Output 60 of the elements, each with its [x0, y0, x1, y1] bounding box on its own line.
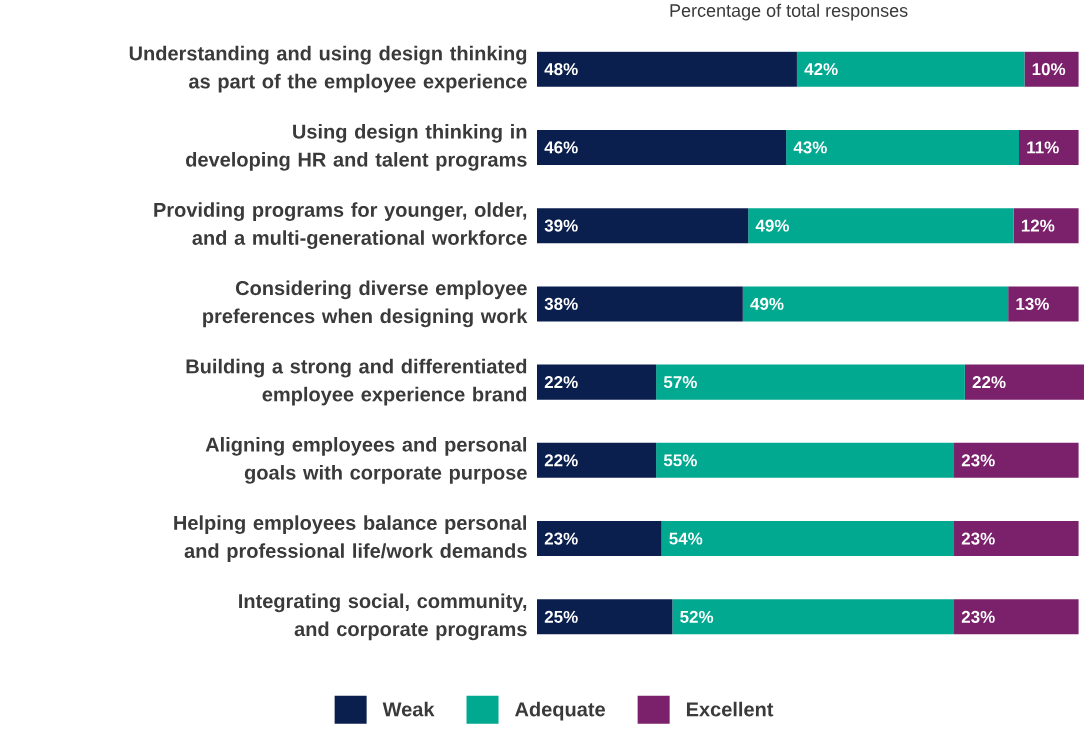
data-label: 57% — [663, 376, 697, 389]
data-label: 46% — [544, 141, 578, 154]
bar — [742, 286, 1009, 322]
data-label: 22% — [544, 454, 578, 467]
bar — [656, 364, 965, 400]
legend-label: Excellent — [686, 701, 774, 717]
bar — [661, 521, 955, 557]
data-label: 13% — [1016, 297, 1049, 310]
bar — [748, 208, 1014, 244]
y-tick-label: Integrating social, community, and corporate programs — [239, 593, 527, 641]
bar — [537, 521, 662, 557]
data-label: 23% — [961, 454, 995, 467]
data-label: 11% — [1027, 141, 1059, 154]
data-label: 43% — [793, 141, 827, 154]
data-label: 22% — [544, 376, 578, 389]
data-label: 10% — [1032, 63, 1066, 76]
legend-label: Weak — [382, 701, 435, 717]
bar — [1008, 286, 1079, 322]
y-tick-label: Helping employees balance personal and professional life/work demands — [174, 515, 527, 562]
bar — [537, 599, 673, 635]
data-label: 25% — [544, 610, 578, 623]
bar — [537, 364, 657, 400]
data-label: 23% — [544, 532, 578, 545]
data-label: 48% — [544, 63, 578, 76]
data-label: 42% — [804, 63, 838, 76]
bar — [537, 286, 743, 322]
y-tick-label: Providing programs for younger, older, and a multi-generational workforce — [154, 202, 527, 249]
bar — [954, 521, 1079, 557]
data-label: 52% — [680, 610, 714, 623]
y-tick-label: Aligning employees and personal goals with corporate purpose — [205, 437, 527, 484]
bar — [964, 364, 1084, 400]
bar — [537, 208, 749, 244]
y-tick-label: Considering diverse employee preferences when designing work — [203, 280, 528, 328]
bar — [656, 442, 955, 478]
bar — [954, 599, 1079, 635]
y-tick-label: Understanding and using design thinking as part of the employee experience — [129, 45, 527, 93]
y-tick-label: Building a strong and differentiated employee experience brand — [186, 358, 527, 406]
bar — [672, 599, 955, 635]
data-label: 49% — [755, 219, 789, 232]
bar — [537, 129, 787, 165]
data-label: 38% — [544, 297, 578, 310]
data-label: 54% — [669, 532, 703, 545]
data-label: 49% — [750, 297, 784, 310]
data-label: 55% — [663, 454, 697, 467]
x-axis-title: Percentage of total responses — [670, 3, 908, 21]
data-label: 23% — [961, 610, 995, 623]
data-label: 39% — [544, 219, 578, 232]
bar — [1024, 51, 1079, 87]
bar — [537, 51, 797, 87]
data-label: 12% — [1021, 219, 1055, 232]
bar — [954, 442, 1079, 478]
bar — [537, 442, 657, 478]
bar — [786, 129, 1019, 165]
bar — [1019, 129, 1079, 165]
y-tick-label: Using design thinking in developing HR and talent programs — [186, 124, 527, 171]
bar — [1013, 208, 1079, 244]
bar — [796, 51, 1025, 87]
legend-label: Adequate — [515, 701, 605, 721]
data-label: 22% — [972, 376, 1006, 389]
data-label: 23% — [961, 532, 995, 545]
